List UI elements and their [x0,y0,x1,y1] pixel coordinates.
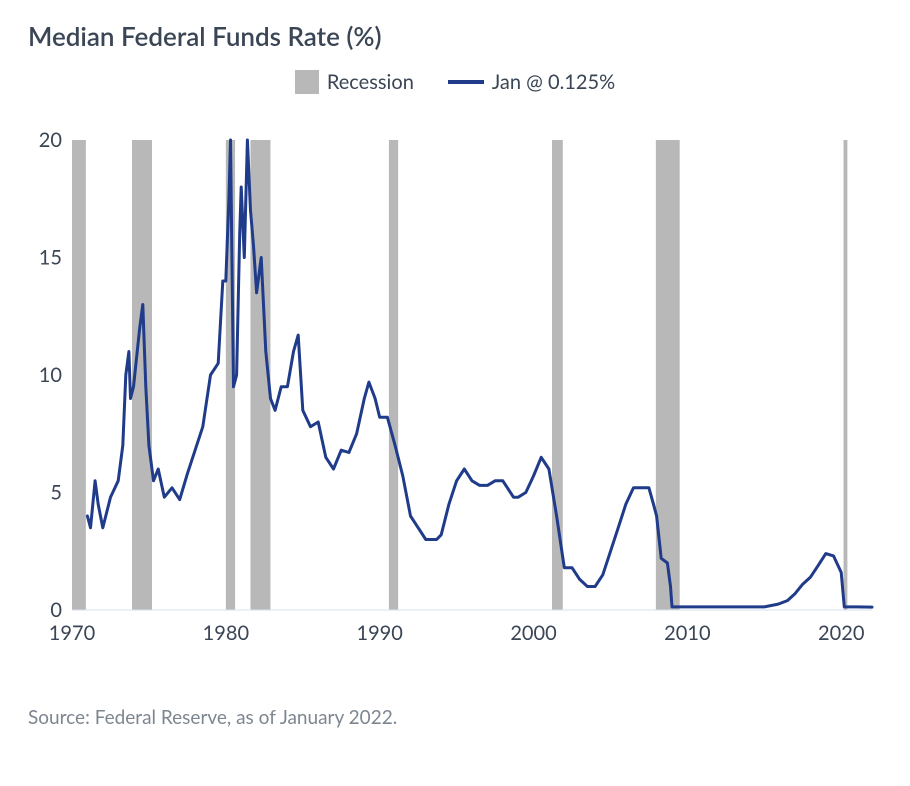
recession-band [389,140,398,610]
legend-item-recession: Recession [295,70,414,94]
chart-title: Median Federal Funds Rate (%) [28,20,882,52]
fed-funds-line [87,140,872,607]
chart-area: 0 5 10 15 20 1970 1980 1990 2000 2010 2020 [28,130,882,650]
x-tick-label: 2020 [818,621,864,645]
source-text: Source: Federal Reserve, as of January 2… [28,706,882,729]
x-tick-label: 2010 [664,621,710,645]
x-tick-label: 1990 [356,621,402,645]
legend-item-series: Jan @ 0.125% [448,70,615,94]
legend: Recession Jan @ 0.125% [28,70,882,94]
recession-band [72,140,86,610]
x-tick-label: 1970 [49,621,95,645]
y-tick-label: 0 [50,598,62,622]
y-tick-label: 10 [39,363,62,387]
chart-svg: 0 5 10 15 20 1970 1980 1990 2000 2010 2020 [28,130,882,650]
y-tick-label: 5 [50,481,62,505]
y-tick-label: 15 [39,246,62,270]
x-tick-label: 1980 [203,621,249,645]
recession-band [844,140,848,610]
legend-swatch-line [448,80,484,84]
legend-label-series: Jan @ 0.125% [492,70,615,94]
legend-label-recession: Recession [327,70,414,94]
legend-swatch-recession [295,70,319,94]
y-tick-label: 20 [39,130,62,152]
x-tick-label: 2000 [510,621,556,645]
